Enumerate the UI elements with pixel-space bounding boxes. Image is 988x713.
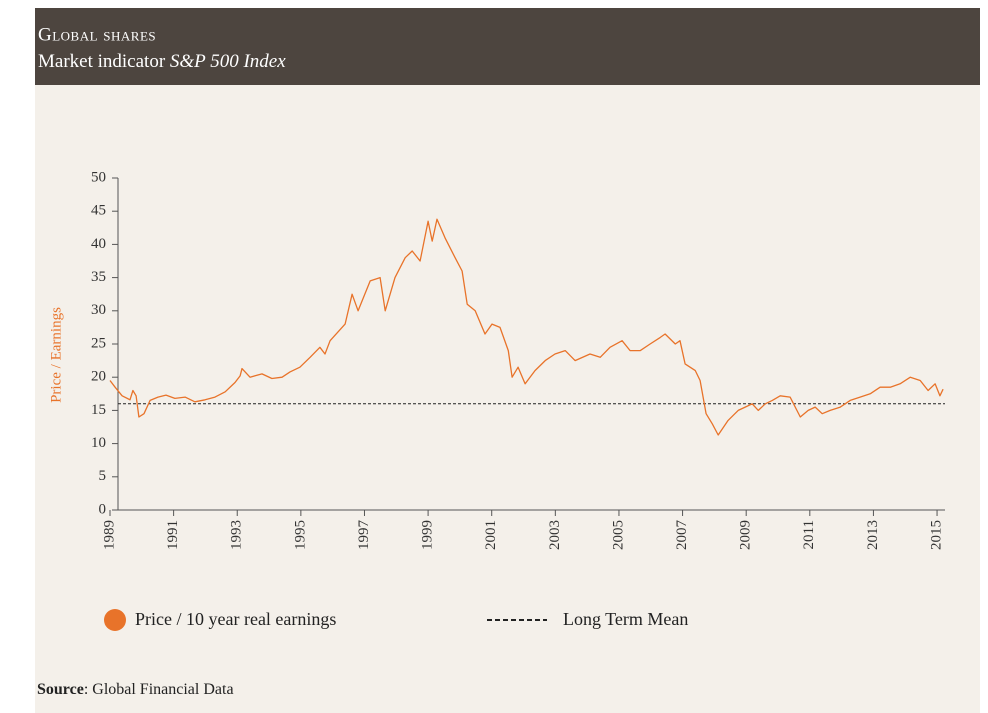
chart-title: Global shares	[38, 24, 156, 45]
x-tick-label: 1989	[101, 520, 117, 550]
x-tick-label: 2005	[610, 520, 626, 550]
source-text: : Global Financial Data	[84, 681, 234, 698]
subtitle-text: Market indicator	[38, 51, 166, 72]
y-tick-label: 45	[91, 203, 106, 219]
y-tick-label: 50	[91, 169, 106, 185]
x-tick-label: 1999	[420, 520, 436, 550]
y-axis-label: Price / Earnings	[48, 307, 64, 403]
x-tick-label: 1997	[356, 520, 372, 551]
source: Source: Global Financial Data	[37, 681, 234, 698]
y-tick-label: 40	[91, 236, 106, 252]
legend-label: Long Term Mean	[563, 609, 688, 629]
panel	[35, 8, 980, 713]
chart-subtitle: Market indicator S&P 500 Index	[38, 51, 286, 72]
x-tick-label: 2011	[801, 520, 817, 549]
x-tick-label: 2009	[738, 520, 754, 550]
y-tick-label: 20	[91, 369, 106, 385]
x-tick-label: 2013	[865, 520, 881, 550]
y-tick-label: 15	[91, 402, 106, 418]
legend-label: Price / 10 year real earnings	[135, 609, 336, 629]
legend-swatch	[104, 609, 126, 631]
data-line	[109, 218, 944, 436]
x-tick-label: 2015	[928, 520, 944, 550]
x-tick-label: 1995	[292, 520, 308, 550]
x-tick-label: 2001	[483, 520, 499, 550]
x-tick-label: 2003	[547, 520, 563, 550]
header	[35, 8, 980, 85]
subtitle-italic: S&P 500 Index	[170, 51, 286, 72]
y-tick-label: 0	[99, 501, 107, 517]
y-tick-label: 10	[91, 435, 106, 451]
y-tick-label: 30	[91, 302, 106, 318]
x-tick-label: 2007	[674, 520, 690, 551]
x-tick-label: 1993	[229, 520, 245, 550]
x-tick-label: 1991	[165, 520, 181, 550]
source-label: Source	[37, 681, 84, 698]
y-tick-label: 5	[99, 468, 107, 484]
y-tick-label: 25	[91, 335, 106, 351]
y-tick-label: 35	[91, 269, 106, 285]
